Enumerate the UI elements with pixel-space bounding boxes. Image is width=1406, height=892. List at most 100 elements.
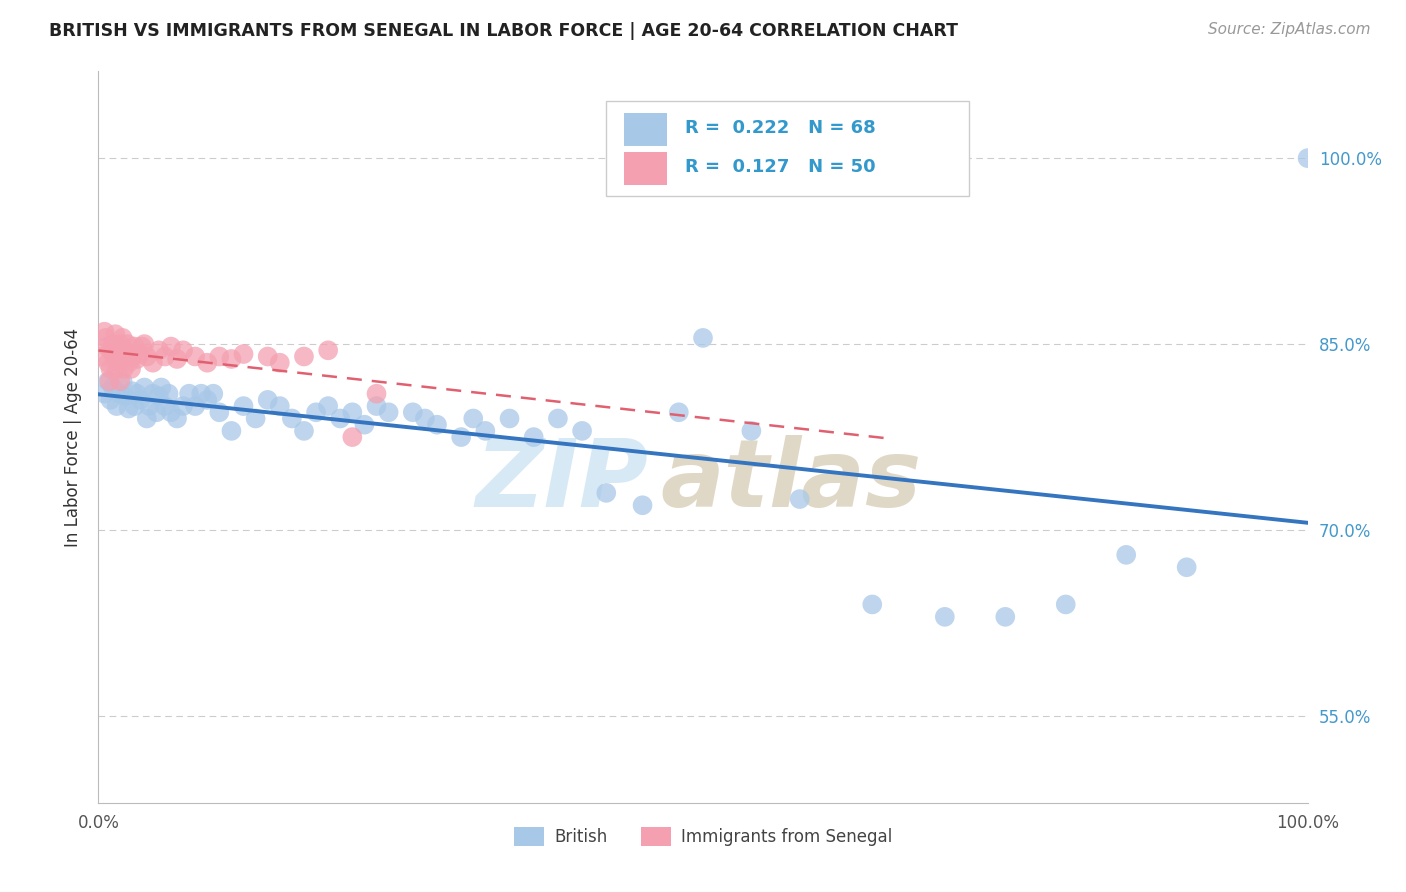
Point xyxy=(134,337,156,351)
Point xyxy=(108,337,131,351)
Point xyxy=(1054,598,1077,612)
Point xyxy=(474,424,496,438)
Point xyxy=(111,351,134,366)
Point xyxy=(148,343,170,358)
Point xyxy=(860,598,883,612)
Point xyxy=(631,498,654,512)
Point xyxy=(97,356,120,370)
Point xyxy=(114,389,136,403)
Point xyxy=(245,411,267,425)
Point xyxy=(353,417,375,432)
Point xyxy=(114,343,136,358)
Point xyxy=(134,380,156,394)
Point xyxy=(740,424,762,438)
Point xyxy=(366,399,388,413)
Point xyxy=(117,337,139,351)
Point xyxy=(329,411,352,425)
Point xyxy=(179,386,201,401)
Point xyxy=(153,350,176,364)
Point xyxy=(595,486,617,500)
Point xyxy=(118,347,141,361)
Point xyxy=(100,343,122,358)
Point xyxy=(316,399,339,413)
Point xyxy=(208,350,231,364)
Point xyxy=(128,347,150,361)
Point xyxy=(115,350,138,364)
Point xyxy=(1175,560,1198,574)
Point xyxy=(127,351,149,366)
Point xyxy=(256,392,278,407)
Point xyxy=(105,399,128,413)
Y-axis label: In Labor Force | Age 20-64: In Labor Force | Age 20-64 xyxy=(65,327,83,547)
Point xyxy=(1296,151,1319,165)
Point xyxy=(269,356,291,370)
Point xyxy=(190,386,212,401)
Point xyxy=(112,362,135,376)
Point xyxy=(426,417,449,432)
Point xyxy=(221,351,243,366)
Point xyxy=(305,405,328,419)
Point xyxy=(692,331,714,345)
Point xyxy=(121,384,143,399)
Point xyxy=(150,380,173,394)
Point xyxy=(463,411,485,425)
Legend: British, Immigrants from Senegal: British, Immigrants from Senegal xyxy=(508,821,898,853)
Text: R =  0.222   N = 68: R = 0.222 N = 68 xyxy=(685,120,876,137)
Point xyxy=(366,386,388,401)
Point xyxy=(166,351,188,366)
Point xyxy=(131,340,153,354)
Point xyxy=(111,374,134,388)
Point xyxy=(111,331,134,345)
Point xyxy=(316,343,339,358)
Point xyxy=(107,343,129,358)
Point xyxy=(450,430,472,444)
Point xyxy=(256,350,278,364)
Point xyxy=(148,389,170,403)
Point xyxy=(402,405,425,419)
Point xyxy=(100,362,122,376)
Point xyxy=(101,337,124,351)
Text: Source: ZipAtlas.com: Source: ZipAtlas.com xyxy=(1208,22,1371,37)
Point xyxy=(129,392,152,407)
Point xyxy=(138,399,160,413)
Point xyxy=(93,325,115,339)
Point xyxy=(124,340,146,354)
Point xyxy=(97,374,120,388)
Point xyxy=(208,405,231,419)
Point xyxy=(281,411,304,425)
Point xyxy=(184,350,207,364)
Point xyxy=(166,411,188,425)
Point xyxy=(118,401,141,416)
Point xyxy=(342,430,364,444)
Point xyxy=(195,356,218,370)
Point xyxy=(135,350,157,364)
Point xyxy=(157,386,180,401)
Point xyxy=(153,399,176,413)
Point xyxy=(292,424,315,438)
Point xyxy=(142,386,165,401)
Point xyxy=(160,405,183,419)
Point xyxy=(110,350,132,364)
Point xyxy=(994,610,1017,624)
Point xyxy=(103,350,125,364)
Point xyxy=(269,399,291,413)
Point xyxy=(160,340,183,354)
Point xyxy=(135,411,157,425)
Point xyxy=(934,610,956,624)
Text: BRITISH VS IMMIGRANTS FROM SENEGAL IN LABOR FORCE | AGE 20-64 CORRELATION CHART: BRITISH VS IMMIGRANTS FROM SENEGAL IN LA… xyxy=(49,22,959,40)
Point xyxy=(121,350,143,364)
Point xyxy=(105,362,128,376)
Point xyxy=(232,347,254,361)
Point xyxy=(93,386,115,401)
Point xyxy=(232,399,254,413)
Bar xyxy=(624,153,666,186)
Point xyxy=(342,405,364,419)
Point xyxy=(172,399,194,413)
Point xyxy=(202,386,225,401)
Point xyxy=(108,386,131,401)
Point xyxy=(571,424,593,438)
Point xyxy=(145,405,167,419)
Point xyxy=(172,343,194,358)
Point xyxy=(547,411,569,425)
Point xyxy=(413,411,436,425)
